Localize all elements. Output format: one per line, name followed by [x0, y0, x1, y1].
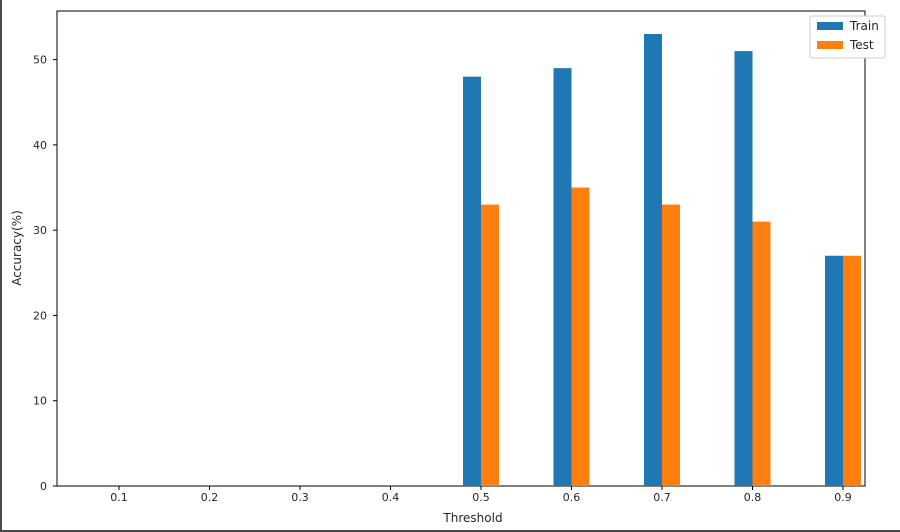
bar-test-0-8 [752, 221, 771, 487]
bar-train-0-6 [553, 68, 572, 486]
bar-test-0-5 [481, 204, 499, 487]
bars-layer [463, 34, 861, 487]
bar-train-0-5 [463, 76, 481, 486]
x-tick-label-0-5: 0.5 [472, 491, 490, 504]
x-tick-label-0-1: 0.1 [110, 491, 128, 504]
y-tick-label-10: 10 [33, 395, 47, 408]
x-tick-label-0-7: 0.7 [653, 491, 671, 504]
y-tick-label-20: 20 [33, 309, 47, 322]
x-axis-ticks: 0.1 0.2 0.3 0.4 0.5 0.6 0.7 0.8 0.9 [110, 486, 852, 504]
bar-test-0-6 [571, 187, 590, 486]
x-tick-label-0-4: 0.4 [382, 491, 400, 504]
y-axis-ticks: 0 10 20 30 40 50 [33, 54, 57, 493]
bar-test-0-7 [662, 204, 680, 487]
y-tick-label-40: 40 [33, 139, 47, 152]
y-tick-label-50: 50 [33, 54, 47, 67]
x-tick-label-0-9: 0.9 [834, 491, 852, 504]
legend-train-label: Train [849, 19, 879, 33]
bar-train-0-7 [644, 34, 662, 486]
bottom-border [0, 530, 900, 532]
legend-train-swatch [817, 22, 843, 30]
y-axis-label: Accuracy(%) [10, 210, 24, 286]
y-tick-label-0: 0 [40, 480, 47, 493]
legend: Train Test [809, 15, 886, 59]
bar-test-0-9 [843, 255, 861, 486]
x-tick-label-0-8: 0.8 [744, 491, 762, 504]
x-tick-label-0-6: 0.6 [563, 491, 581, 504]
plot-area [56, 10, 866, 487]
bar-train-0-8 [734, 51, 753, 487]
legend-test-swatch [817, 41, 843, 49]
bar-train-0-9 [825, 255, 843, 486]
x-tick-label-0-3: 0.3 [291, 491, 309, 504]
y-tick-label-30: 30 [33, 224, 47, 237]
x-tick-label-0-2: 0.2 [201, 491, 219, 504]
left-border [0, 0, 2, 532]
legend-test-label: Test [849, 38, 874, 52]
x-axis-label: Threshold [442, 511, 502, 525]
